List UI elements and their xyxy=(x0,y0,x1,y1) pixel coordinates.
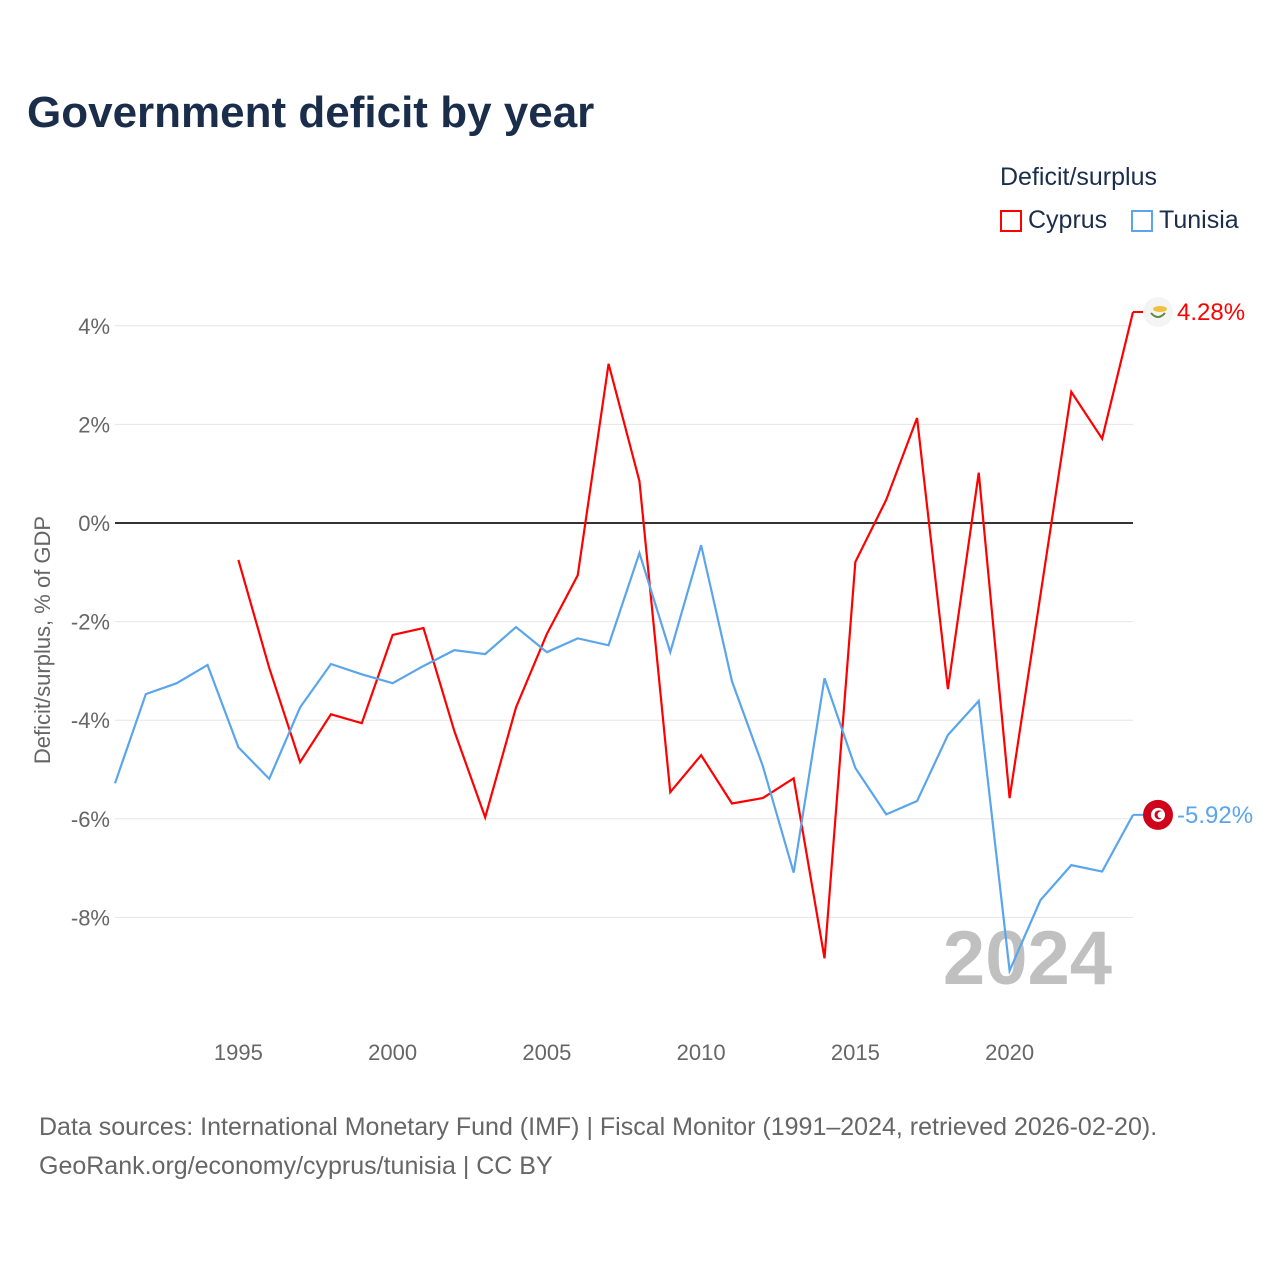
series-line-tunisia xyxy=(113,544,1134,975)
cyprus-flag-island xyxy=(1153,305,1167,312)
legend-swatch-tunisia xyxy=(1131,209,1153,232)
cyprus-flag-branches xyxy=(1150,312,1166,318)
legend-item-tunisia[interactable]: Tunisia xyxy=(1131,206,1239,235)
cyprus-flag-icon xyxy=(1143,296,1173,327)
source-note: Data sources: International Monetary Fun… xyxy=(39,1108,1157,1186)
x-tick-label: 2000 xyxy=(368,1040,417,1065)
legend-item-cyprus[interactable]: Cyprus xyxy=(1000,206,1107,235)
y-tick-label: 4% xyxy=(78,314,110,339)
y-tick-label: -6% xyxy=(71,807,110,832)
chart-title: Government deficit by year xyxy=(27,88,595,137)
legend-swatch-cyprus xyxy=(1000,209,1022,232)
x-tick-label: 2010 xyxy=(677,1040,726,1065)
legend-title: Deficit/surplus xyxy=(1000,163,1157,191)
y-tick-label: -2% xyxy=(71,610,110,635)
x-tick-label: 2015 xyxy=(831,1040,880,1065)
y-tick-label: 0% xyxy=(78,511,110,536)
series-line-cyprus xyxy=(237,311,1135,959)
y-axis-label: Deficit/surplus, % of GDP xyxy=(30,516,55,764)
x-tick-label: 1995 xyxy=(214,1040,263,1065)
y-tick-label: 2% xyxy=(78,412,110,437)
end-value-label-tunisia: -5.92% xyxy=(1177,802,1253,829)
legend-label: Tunisia xyxy=(1159,206,1239,234)
source-line-1: Data sources: International Monetary Fun… xyxy=(39,1113,1158,1141)
x-tick-label: 2005 xyxy=(522,1040,571,1065)
tunisia-flag-crescent-cut xyxy=(1157,811,1165,819)
x-tick-label: 2020 xyxy=(985,1040,1034,1065)
y-tick-label: -4% xyxy=(71,708,110,733)
end-value-label-cyprus: 4.28% xyxy=(1177,299,1245,326)
y-tick-label: -8% xyxy=(71,905,110,930)
legend-label: Cyprus xyxy=(1028,206,1108,234)
source-line-2: GeoRank.org/economy/cyprus/tunisia | CC … xyxy=(39,1152,553,1180)
